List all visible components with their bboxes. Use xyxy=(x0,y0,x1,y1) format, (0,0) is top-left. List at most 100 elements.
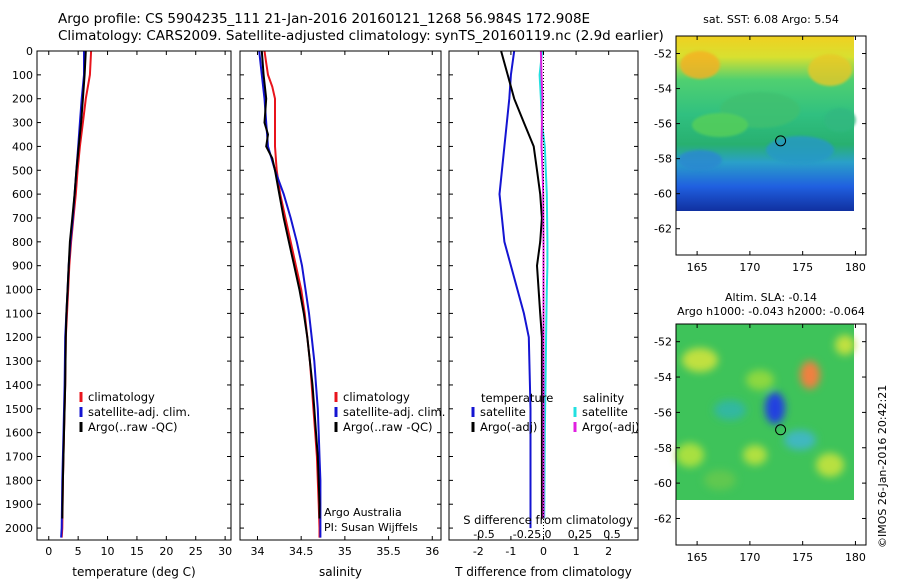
map-x-tick-label: 175 xyxy=(792,261,813,274)
map-x-tick-label: 165 xyxy=(687,551,708,564)
y-tick-label: 100 xyxy=(12,69,33,82)
map-y-tick-label: -60 xyxy=(654,477,672,490)
difference-panel: -2 -1 0 1 2 T difference from climatology temp… xyxy=(448,50,639,579)
map-frame xyxy=(675,323,867,546)
secondary-tick-label: -0.5 xyxy=(473,528,494,541)
map-y-tick-label: -54 xyxy=(654,371,672,384)
map-x-tick-label: 170 xyxy=(739,261,760,274)
x-tick-label: 15 xyxy=(130,545,144,558)
x-tick-label: 10 xyxy=(101,545,115,558)
map-x-tick-label: 170 xyxy=(739,551,760,564)
legend-label: Argo(..raw -QC) xyxy=(343,420,433,434)
y-tick-label: 200 xyxy=(12,93,33,106)
sla-map: -52 -54 -56 -58 -60 -62 165 170 175 180 Altim. SLA… xyxy=(654,291,867,564)
series-line-1-0 xyxy=(263,50,321,538)
map-y-tick-label: -56 xyxy=(654,118,672,131)
y-tick-label: 800 xyxy=(12,236,33,249)
series-line-2-1 xyxy=(500,50,543,519)
y-tick-label: 700 xyxy=(12,212,33,225)
y-tick-label: 1600 xyxy=(5,427,33,440)
secondary-axis-label: S difference from climatology xyxy=(463,513,633,527)
y-tick-label: 1900 xyxy=(5,498,33,511)
map-subtitle: Argo h1000: -0.043 h2000: -0.064 xyxy=(677,305,865,318)
map-title: Altim. SLA: -0.14 xyxy=(725,291,817,304)
plot-frame xyxy=(239,50,442,541)
series-line-0-0 xyxy=(60,50,93,538)
x-tick-label: 0 xyxy=(45,545,52,558)
map-y-tick-label: -54 xyxy=(654,83,672,96)
plot-frame xyxy=(36,50,232,541)
map-y-tick-label: -52 xyxy=(654,48,672,61)
x-axis-label: temperature (deg C) xyxy=(72,565,195,579)
x-tick-label: 35.5 xyxy=(376,545,401,558)
annotation-text: PI: Susan Wijffels xyxy=(324,521,418,534)
map-y-tick-label: -58 xyxy=(654,442,672,455)
secondary-tick-label: 0 xyxy=(545,528,552,541)
x-tick-label: -1 xyxy=(505,545,516,558)
x-tick-label: 30 xyxy=(218,545,232,558)
x-tick-label: 20 xyxy=(159,545,173,558)
y-tick-label: 900 xyxy=(12,260,33,273)
legend-group-label: temperature xyxy=(481,391,553,405)
map-y-tick-label: -62 xyxy=(654,512,672,525)
map-y-tick-label: -56 xyxy=(654,406,672,419)
x-tick-label: 34 xyxy=(250,545,264,558)
map-y-tick-label: -58 xyxy=(654,153,672,166)
legend-label: Argo(-adj) xyxy=(582,420,639,434)
x-tick-label: 5 xyxy=(75,545,82,558)
legend-group-label: salinity xyxy=(583,391,624,405)
series-line-1-1 xyxy=(258,50,322,538)
map-x-tick-label: 180 xyxy=(845,551,866,564)
series-line-2-0 xyxy=(498,50,532,529)
profile-location-marker xyxy=(775,424,787,436)
sst-field-texture xyxy=(678,51,856,170)
y-tick-label: 1500 xyxy=(5,403,33,416)
secondary-tick-label: 0.25 xyxy=(568,528,593,541)
annotation-text: Argo Australia xyxy=(324,506,402,519)
series-line-0-2 xyxy=(61,50,87,519)
y-tick-label: 2000 xyxy=(5,522,33,535)
y-tick-label: 500 xyxy=(12,164,33,177)
profile-title: Argo profile: CS 5904235_111 21-Jan-2016… xyxy=(58,11,591,27)
temperature-panel: 0100200300400500600700800900100011001200… xyxy=(5,45,232,579)
x-axis-label: T difference from climatology xyxy=(454,565,632,579)
x-tick-label: 0 xyxy=(540,545,547,558)
legend-label: climatology xyxy=(88,390,155,404)
series-line-1-2 xyxy=(260,50,321,519)
legend-label: satellite xyxy=(582,405,628,419)
y-tick-label: 1000 xyxy=(5,284,33,297)
series-line-2-2 xyxy=(538,50,549,519)
y-tick-label: 300 xyxy=(12,117,33,130)
sla-field-texture xyxy=(676,335,855,490)
x-tick-label: 25 xyxy=(189,545,203,558)
map-x-tick-label: 175 xyxy=(792,551,813,564)
map-y-tick-label: -60 xyxy=(654,188,672,201)
legend-label: satellite xyxy=(480,405,526,419)
series-line-2-3 xyxy=(539,50,545,519)
x-tick-label: 36 xyxy=(425,545,439,558)
map-x-tick-label: 165 xyxy=(687,261,708,274)
y-tick-label: 0 xyxy=(26,45,33,58)
map-frame xyxy=(675,35,867,256)
x-tick-label: 1 xyxy=(573,545,580,558)
profile-location-marker xyxy=(775,135,787,147)
legend-label: Argo(-adj) xyxy=(480,420,537,434)
imos-credit: ©IMOS 26-Jan-2016 20:42:21 xyxy=(876,384,889,548)
x-axis-label: salinity xyxy=(319,565,362,579)
x-tick-label: 2 xyxy=(605,545,612,558)
y-tick-label: 1300 xyxy=(5,355,33,368)
map-title: sat. SST: 6.08 Argo: 5.54 xyxy=(703,13,839,26)
legend-label: climatology xyxy=(343,390,410,404)
y-tick-label: 600 xyxy=(12,188,33,201)
secondary-tick-label: -0.25 xyxy=(513,528,541,541)
secondary-tick-label: 0.5 xyxy=(603,528,621,541)
y-tick-label: 1400 xyxy=(5,379,33,392)
y-tick-label: 1200 xyxy=(5,331,33,344)
x-tick-label: 35 xyxy=(338,545,352,558)
map-x-tick-label: 180 xyxy=(845,261,866,274)
x-tick-label: -2 xyxy=(473,545,484,558)
map-y-tick-label: -52 xyxy=(654,336,672,349)
salinity-panel: 34 34.5 35 35.5 36 salinity climatologysatelli… xyxy=(239,50,445,579)
climatology-title: Climatology: CARS2009. Satellite-adjuste… xyxy=(58,28,664,44)
